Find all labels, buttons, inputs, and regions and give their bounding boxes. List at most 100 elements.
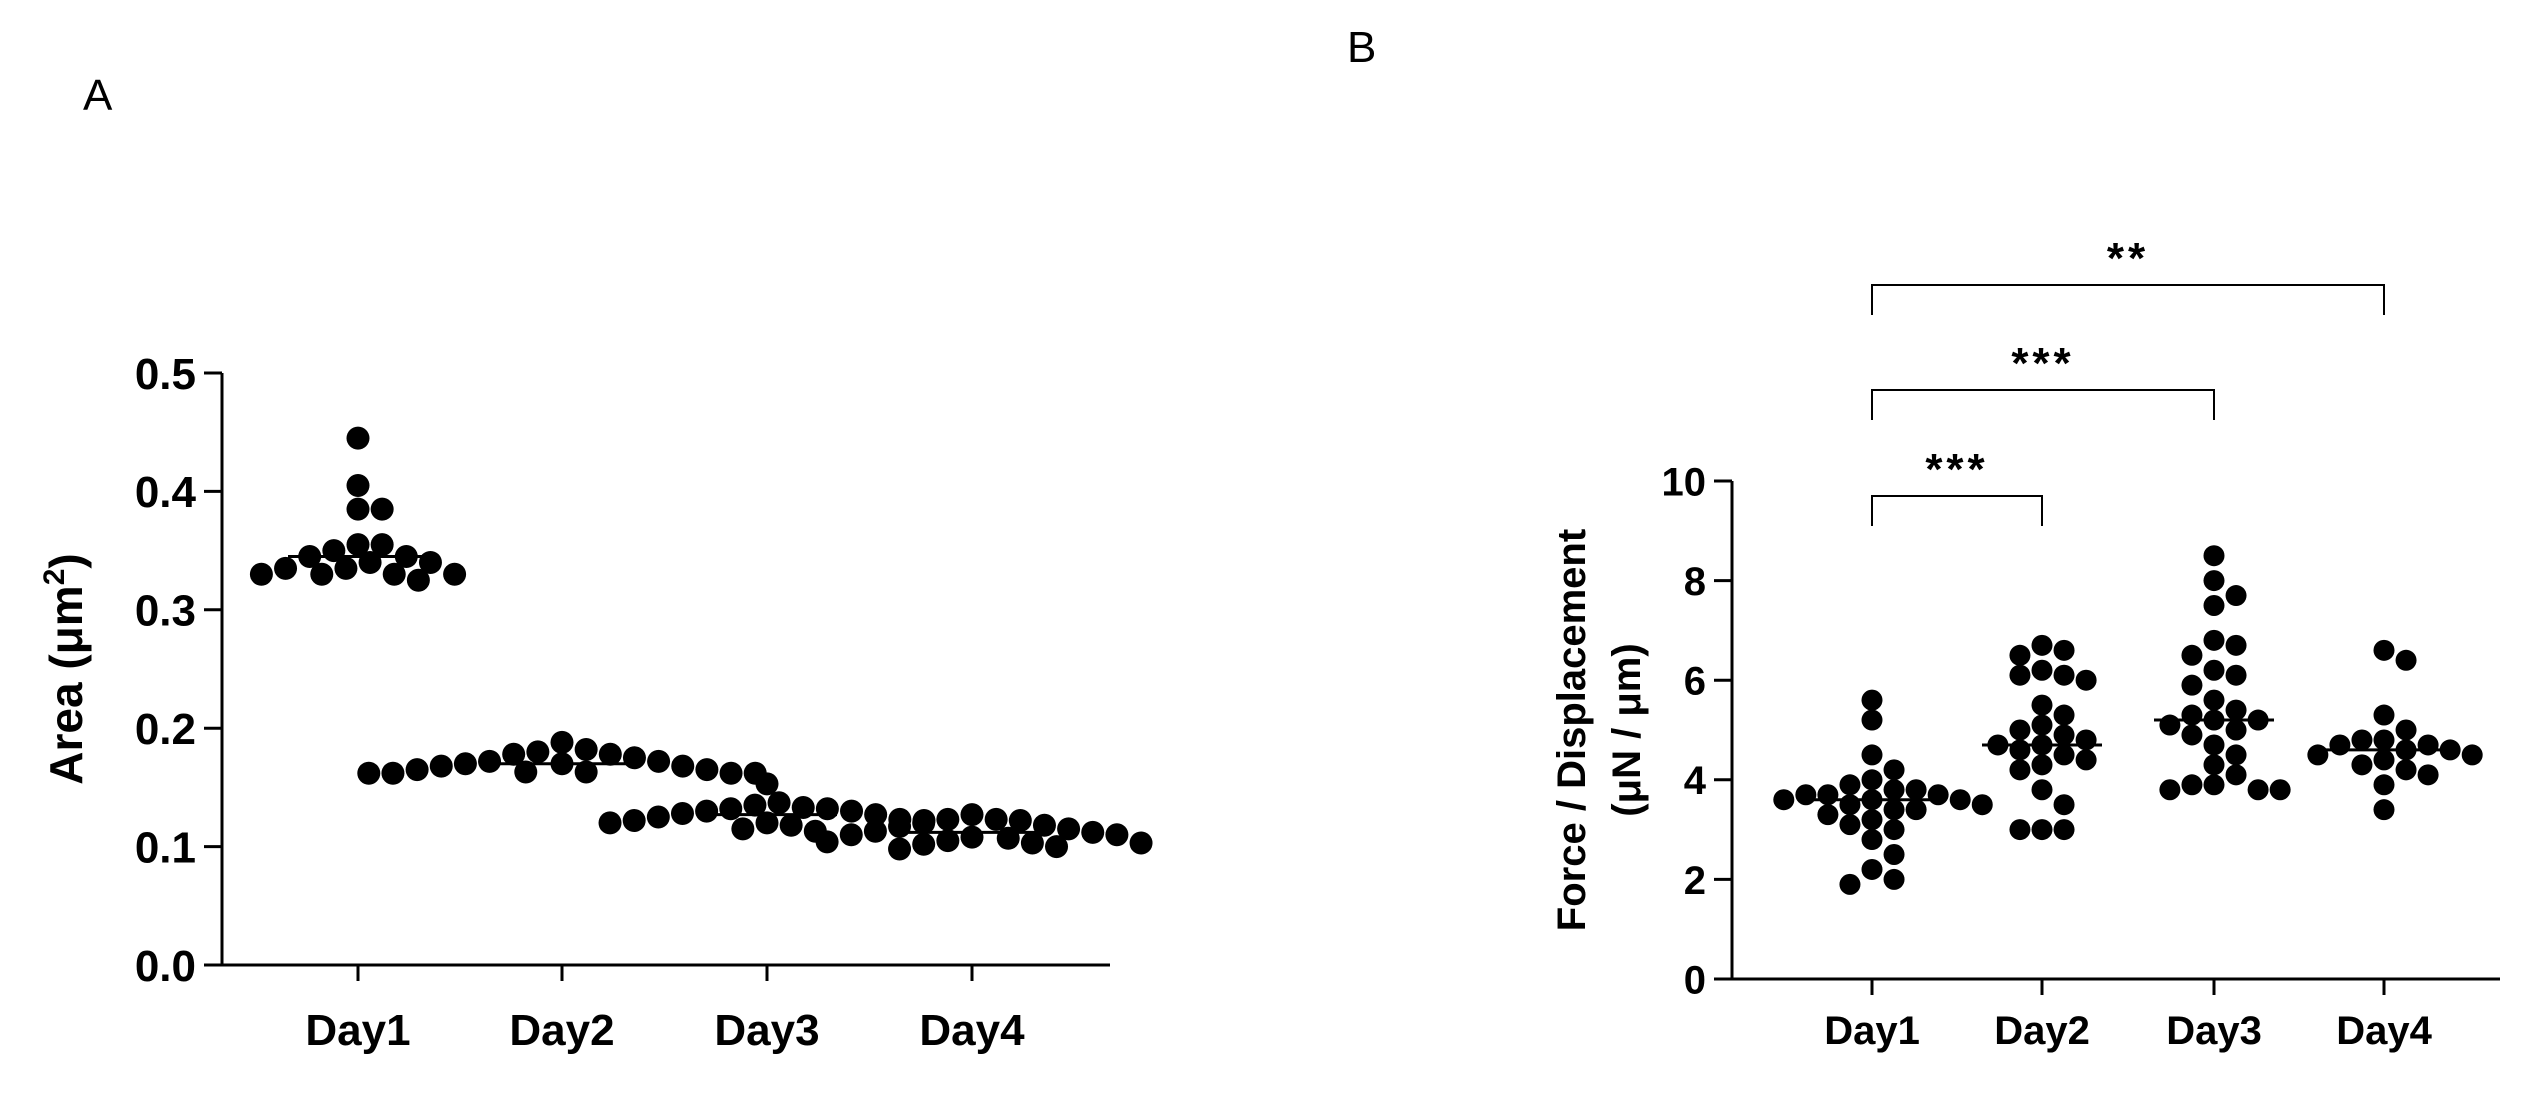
data-point xyxy=(840,799,864,823)
data-point xyxy=(1883,799,1905,821)
data-point xyxy=(357,761,381,785)
data-point xyxy=(731,817,755,841)
data-point xyxy=(719,761,743,785)
data-point xyxy=(1045,835,1069,859)
y-tick-label: 0.5 xyxy=(135,350,196,399)
data-point xyxy=(2053,639,2075,661)
data-point xyxy=(1905,779,1927,801)
data-point xyxy=(996,826,1020,850)
data-point xyxy=(2373,704,2395,726)
data-point xyxy=(2009,739,2031,761)
y-tick-label: 0.3 xyxy=(135,587,196,636)
data-point xyxy=(815,830,839,854)
significance-label: ** xyxy=(2107,234,2149,283)
data-point xyxy=(622,746,646,770)
data-point xyxy=(598,742,622,766)
data-point xyxy=(2053,794,2075,816)
data-point xyxy=(1883,819,1905,841)
data-point xyxy=(2031,634,2053,656)
y-tick-label: 0.1 xyxy=(135,823,196,872)
data-point xyxy=(1883,779,1905,801)
y-tick-label: 4 xyxy=(1684,759,1707,803)
data-point xyxy=(1927,784,1949,806)
data-point xyxy=(2225,699,2247,721)
data-point xyxy=(346,473,370,497)
data-point xyxy=(2053,704,2075,726)
y-tick-label: 10 xyxy=(1662,460,1707,504)
data-point xyxy=(2203,754,2225,776)
data-point xyxy=(2053,664,2075,686)
data-point xyxy=(1008,809,1032,833)
data-point xyxy=(936,829,960,853)
x-tick-label: Day1 xyxy=(1824,1009,1920,1053)
data-point xyxy=(2225,664,2247,686)
significance-label: *** xyxy=(1925,445,1988,494)
data-point xyxy=(1795,784,1817,806)
data-point xyxy=(2395,649,2417,671)
data-point xyxy=(2159,714,2181,736)
data-point xyxy=(358,550,382,574)
data-point xyxy=(2009,719,2031,741)
data-point xyxy=(1839,794,1861,816)
data-point xyxy=(2181,674,2203,696)
data-point xyxy=(2373,799,2395,821)
data-point xyxy=(670,801,694,825)
data-point xyxy=(2351,754,2373,776)
data-point xyxy=(2395,719,2417,741)
data-point xyxy=(2031,659,2053,681)
data-point xyxy=(2181,704,2203,726)
data-point xyxy=(2417,764,2439,786)
data-point xyxy=(346,497,370,521)
data-point xyxy=(1081,820,1105,844)
data-point xyxy=(815,797,839,821)
data-point xyxy=(888,814,912,838)
data-point xyxy=(2225,744,2247,766)
data-point xyxy=(2373,749,2395,771)
data-point xyxy=(310,562,334,586)
data-point xyxy=(1861,744,1883,766)
data-point xyxy=(2031,714,2053,736)
data-point xyxy=(249,562,273,586)
data-point xyxy=(671,754,695,778)
x-tick-label: Day2 xyxy=(1994,1009,2090,1053)
chart-b-y-axis-title: Force / Displacement xyxy=(1550,529,1594,931)
data-point xyxy=(1883,868,1905,890)
data-point xyxy=(743,793,767,817)
significance-bracket xyxy=(1871,495,2043,526)
chart-b-y-axis-unit: (μN / μm) xyxy=(1605,643,1649,816)
data-point xyxy=(2329,734,2351,756)
y-tick-label: 6 xyxy=(1684,660,1706,704)
data-point xyxy=(2203,659,2225,681)
data-point xyxy=(346,426,370,450)
data-point xyxy=(2225,719,2247,741)
data-point xyxy=(2373,639,2395,661)
data-point xyxy=(2181,724,2203,746)
data-point xyxy=(1129,831,1153,855)
x-tick-label: Day4 xyxy=(2336,1009,2432,1053)
y-tick-label: 0.2 xyxy=(135,705,196,754)
data-point xyxy=(1861,858,1883,880)
data-point xyxy=(502,742,526,766)
data-point xyxy=(647,749,671,773)
data-point xyxy=(429,754,453,778)
data-point xyxy=(1971,794,1993,816)
data-point xyxy=(443,562,467,586)
data-point xyxy=(334,556,358,580)
data-point xyxy=(1773,789,1795,811)
data-point xyxy=(1905,799,1927,821)
x-tick-label: Day4 xyxy=(919,1006,1025,1055)
panel-letter-b: B xyxy=(1347,23,1376,72)
data-point xyxy=(2373,774,2395,796)
data-point xyxy=(1861,829,1883,851)
data-point xyxy=(382,562,406,586)
y-tick-label: 0.4 xyxy=(135,468,197,517)
data-point xyxy=(406,568,430,592)
data-point xyxy=(274,556,298,580)
data-point xyxy=(646,805,670,829)
data-point xyxy=(514,760,538,784)
data-point xyxy=(1861,809,1883,831)
y-tick-label: 8 xyxy=(1684,560,1706,604)
data-point xyxy=(2031,754,2053,776)
